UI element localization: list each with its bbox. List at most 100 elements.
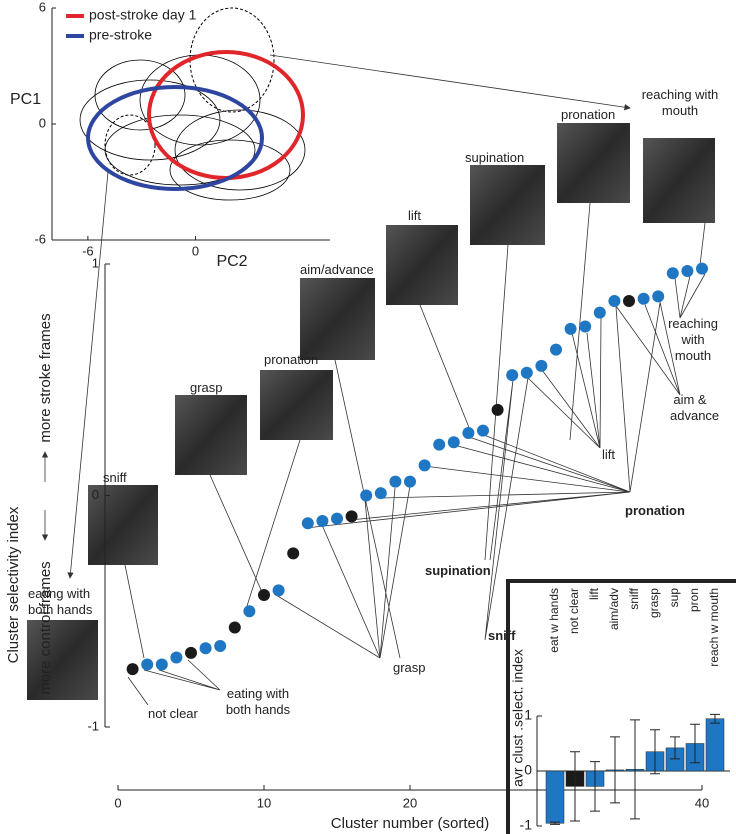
annotation: sniff: [488, 628, 516, 643]
inset-category-label: lift: [587, 587, 601, 600]
inset-y-tick-label: 0: [524, 762, 532, 778]
legend-label: pre-stroke: [89, 27, 152, 43]
error-bar: [610, 736, 620, 804]
point: [374, 487, 387, 500]
annotation: eating with both hands: [225, 686, 291, 717]
pca-ellipses: [79, 7, 306, 201]
photo: [175, 395, 247, 475]
cluster-ellipse: [169, 139, 291, 201]
x-tick-label: 20: [403, 795, 417, 810]
inset-frame: [506, 579, 736, 834]
point: [258, 589, 270, 602]
cluster-ellipse: [94, 59, 186, 131]
annotation: grasp: [393, 660, 426, 675]
x-axis-label: Cluster number (sorted): [331, 815, 489, 832]
error-bar: [570, 751, 580, 822]
point: [155, 658, 168, 671]
inset-y-tick-label: -1: [520, 817, 533, 833]
photos: [27, 123, 715, 700]
error-bar: [710, 713, 720, 724]
inset-category-label: aim/adv: [607, 588, 621, 630]
point: [126, 663, 139, 676]
inset-category-label: reach w mouth: [707, 588, 721, 667]
x-tick-label: 40: [695, 795, 709, 810]
point: [564, 322, 577, 335]
photo: [88, 485, 158, 565]
photo: [300, 278, 375, 360]
arrow: [269, 54, 631, 111]
inset-y-tick-label: 1: [524, 707, 532, 723]
point: [404, 475, 416, 488]
x-tick-label: 10: [257, 795, 271, 810]
pca-y-tick-label: 0: [39, 115, 46, 130]
pca-x-label: PC2: [216, 253, 247, 270]
bar: [705, 718, 725, 772]
point: [316, 514, 329, 527]
error-bar: [630, 719, 640, 820]
point: [593, 306, 606, 319]
bar: [545, 770, 565, 824]
annotation: aim & advance: [670, 392, 720, 423]
y-axis-sublabel: more control frames: [37, 561, 54, 694]
pre-stroke-ellipse: [86, 85, 264, 191]
inset-category-label: sniff: [627, 587, 641, 609]
pca-x-tick-label: -6: [82, 243, 94, 258]
point: [637, 292, 650, 305]
photo: [557, 123, 630, 203]
point: [491, 403, 504, 416]
photo: [470, 165, 545, 245]
y-axis-sublabel: more stroke frames: [37, 313, 54, 442]
pca-y-tick-label: 6: [39, 0, 46, 14]
point: [185, 646, 197, 659]
point: [141, 658, 154, 671]
point: [666, 267, 679, 280]
image-label: pronation: [561, 107, 616, 122]
point: [301, 517, 314, 530]
photo: [27, 620, 98, 700]
point: [433, 438, 446, 451]
cluster-ellipse: [139, 54, 261, 146]
error-bar: [590, 761, 600, 812]
cluster-ellipse: [174, 109, 306, 191]
pca-y-tick-label: -6: [34, 231, 46, 246]
y-tick-label: 0: [92, 487, 99, 502]
photo: [386, 225, 458, 305]
point: [214, 639, 227, 652]
point: [535, 359, 548, 372]
x-tick-label: 0: [114, 795, 121, 810]
point: [331, 512, 343, 525]
point: [696, 262, 708, 275]
image-label: lift: [408, 208, 421, 223]
point: [623, 295, 635, 308]
point: [170, 651, 183, 664]
photo: [643, 138, 715, 223]
pca-y-label: PC1: [10, 91, 41, 108]
image-label: sniff: [103, 470, 127, 485]
image-label: grasp: [190, 380, 223, 395]
inset-category-label: sup: [667, 588, 681, 608]
point: [287, 547, 300, 560]
point: [243, 605, 256, 618]
point: [608, 295, 621, 308]
inset-category-label: not clear: [567, 588, 581, 634]
annotation: supination: [425, 563, 491, 578]
photo: [260, 370, 333, 440]
annotation: lift: [602, 447, 615, 462]
annotation: pronation: [625, 503, 685, 518]
y-axis-label: Cluster selectivity index: [5, 506, 22, 663]
image-label: eating with both hands: [28, 586, 93, 617]
error-bar: [550, 821, 560, 825]
error-bar: [690, 723, 700, 764]
y-tick-label: -1: [87, 718, 99, 733]
inset-category-label: grasp: [647, 588, 661, 618]
point: [550, 343, 562, 356]
point: [199, 642, 212, 655]
point: [447, 436, 460, 449]
point: [477, 424, 489, 437]
y-tick-label: 1: [92, 255, 99, 270]
point: [389, 475, 402, 488]
point: [652, 290, 665, 303]
leader-line: [124, 202, 706, 706]
error-bar: [650, 729, 660, 775]
